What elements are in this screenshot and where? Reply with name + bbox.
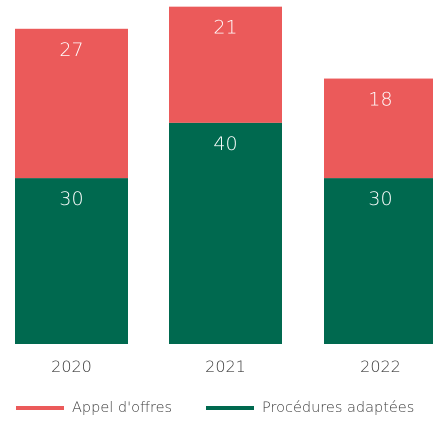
legend-label-appel-offres: Appel d'offres bbox=[72, 400, 173, 416]
stacked-bar-chart: 30 27 2020 40 21 2021 30 18 2022 bbox=[15, 6, 433, 376]
legend: Appel d'offres Procédures adaptées bbox=[0, 400, 433, 422]
legend-swatch-procedures-adaptees bbox=[206, 406, 254, 410]
data-label-procedures-adaptees-2022: 30 bbox=[368, 188, 392, 210]
bar-procedures-adaptees-2021 bbox=[169, 122, 282, 344]
x-tick-label-2020: 2020 bbox=[51, 357, 92, 376]
data-label-appel-offres-2021: 21 bbox=[213, 17, 237, 39]
bar-appel-offres-2021 bbox=[169, 6, 282, 123]
bar-procedures-adaptees-2022 bbox=[324, 178, 433, 344]
data-label-appel-offres-2022: 18 bbox=[368, 89, 392, 111]
legend-item-appel-offres: Appel d'offres bbox=[16, 400, 172, 416]
bar-appel-offres-2022 bbox=[324, 78, 433, 179]
legend-item-procedures-adaptees: Procédures adaptées bbox=[206, 400, 414, 416]
legend-label-procedures-adaptees: Procédures adaptées bbox=[262, 400, 415, 416]
data-label-procedures-adaptees-2020: 30 bbox=[59, 188, 83, 210]
legend-swatch-appel-offres bbox=[16, 406, 64, 410]
data-label-procedures-adaptees-2021: 40 bbox=[213, 133, 237, 155]
data-label-appel-offres-2020: 27 bbox=[59, 39, 83, 61]
x-tick-label-2022: 2022 bbox=[360, 357, 401, 376]
bar-procedures-adaptees-2020 bbox=[15, 178, 128, 344]
bar-appel-offres-2020 bbox=[15, 28, 128, 179]
x-tick-label-2021: 2021 bbox=[205, 357, 246, 376]
